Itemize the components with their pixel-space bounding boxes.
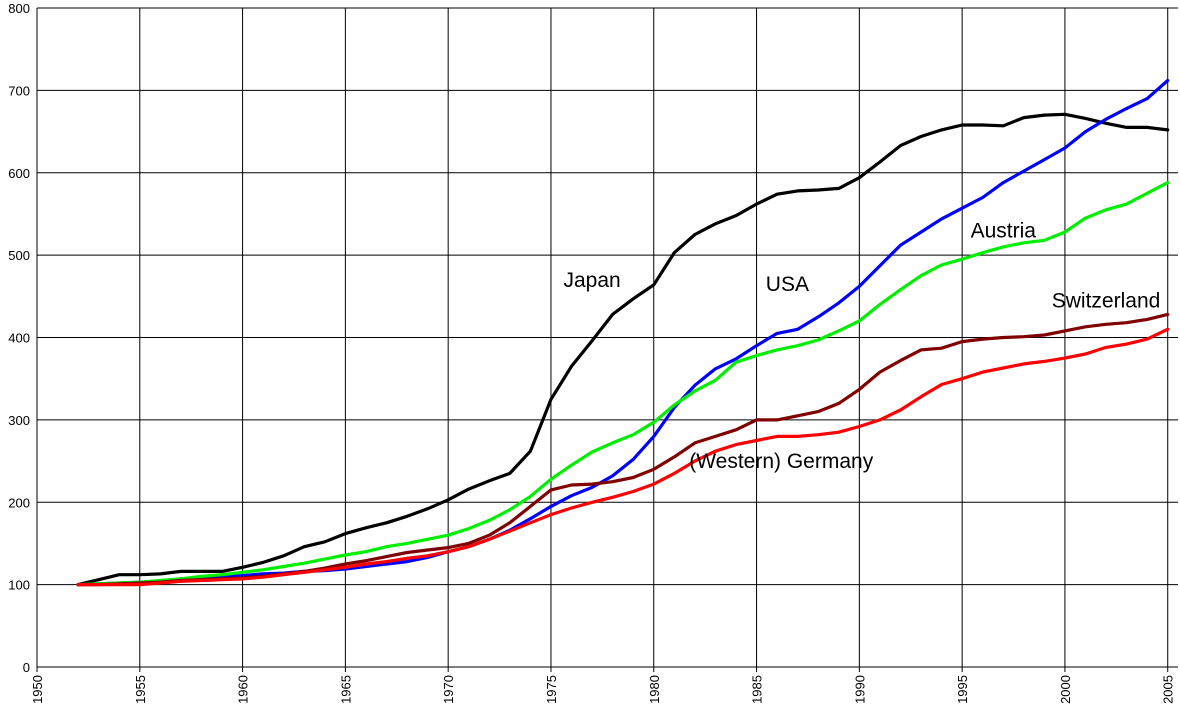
y-tick-label: 0 [23,660,30,675]
x-tick-label: 1955 [133,675,148,704]
y-tick-label: 500 [8,248,30,263]
y-tick-label: 300 [8,413,30,428]
series-label-japan: Japan [563,269,620,292]
series-line-usa [76,78,1170,587]
y-tick-label: 100 [8,578,30,593]
y-tick-label: 600 [8,166,30,181]
x-tick-label: 2000 [1058,675,1073,704]
y-tick-label: 200 [8,495,30,510]
x-tick-label: 1970 [441,675,456,704]
x-tick-label: 1965 [338,675,353,704]
y-tick-label: 400 [8,331,30,346]
series-line-austria [76,181,1170,587]
x-tick-label: 1950 [30,675,45,704]
x-tick-label: 1995 [955,675,970,704]
y-tick-label: 700 [8,83,30,98]
y-tick-labels: 0 100 200 300 400 500 600 700 800 [8,1,30,675]
series-labels: Japan USA Austria Switzerland (Western) Germ… [563,219,1160,473]
y-tick-label: 800 [8,1,30,16]
series-label-austria: Austria [971,219,1037,242]
x-tick-label: 2005 [1161,675,1176,704]
series-label-usa: USA [766,273,809,296]
axes [36,8,1178,672]
x-tick-label: 1975 [544,675,559,704]
x-tick-labels: 1950 1955 1960 1965 1970 1975 1980 1985 1990 1995… [30,675,1176,704]
x-tick-label: 1985 [750,675,765,704]
x-tick-label: 1980 [647,675,662,704]
series-lines [76,78,1170,587]
series-line-western-germany [76,327,1170,587]
x-tick-label: 1960 [236,675,251,704]
x-tick-label: 1990 [852,675,867,704]
grid-lines [37,7,1178,667]
series-line-switzerland [76,312,1170,587]
series-label-western-germany: (Western) Germany [689,450,873,473]
series-label-switzerland: Switzerland [1052,289,1161,312]
series-line-japan [76,112,1170,587]
